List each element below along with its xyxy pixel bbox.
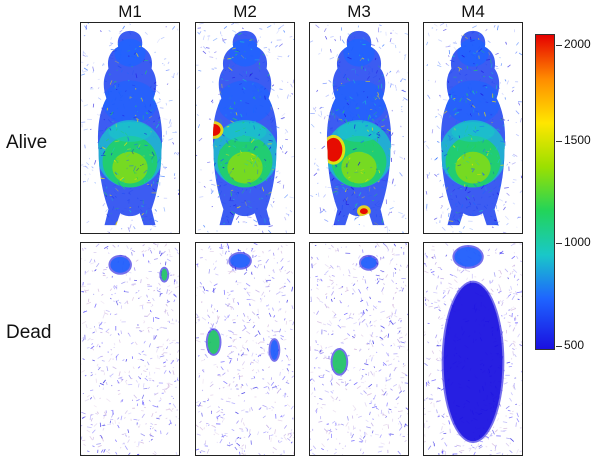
colorbar-tick-1500 — [556, 141, 562, 142]
column-label-m1: M1 — [118, 2, 142, 21]
imaging-panel-m1-alive — [80, 22, 180, 234]
column-label-m4: M4 — [461, 2, 485, 21]
colorbar-label-2000: 2000 — [564, 37, 591, 51]
intensity-colorbar — [535, 34, 555, 350]
colorbar-label-1500: 1500 — [564, 133, 591, 147]
row-label-dead: Dead — [6, 322, 52, 343]
imaging-panel-m2-dead — [195, 242, 295, 456]
colorbar-tick-1000 — [556, 243, 562, 244]
colorbar-label-1000: 1000 — [564, 235, 591, 249]
imaging-panel-m4-dead — [423, 242, 523, 456]
colorbar-tick-2000 — [556, 45, 562, 46]
column-label-m2: M2 — [233, 2, 257, 21]
imaging-panel-m2-alive — [195, 22, 295, 234]
imaging-panel-m4-alive — [423, 22, 523, 234]
colorbar-tick-500 — [556, 346, 562, 347]
imaging-panel-m3-alive — [309, 22, 409, 234]
colorbar-label-500: 500 — [564, 338, 585, 352]
row-label-alive: Alive — [6, 132, 48, 153]
imaging-panel-m1-dead — [80, 242, 180, 456]
imaging-panel-m3-dead — [309, 242, 409, 456]
column-label-m3: M3 — [347, 2, 371, 21]
